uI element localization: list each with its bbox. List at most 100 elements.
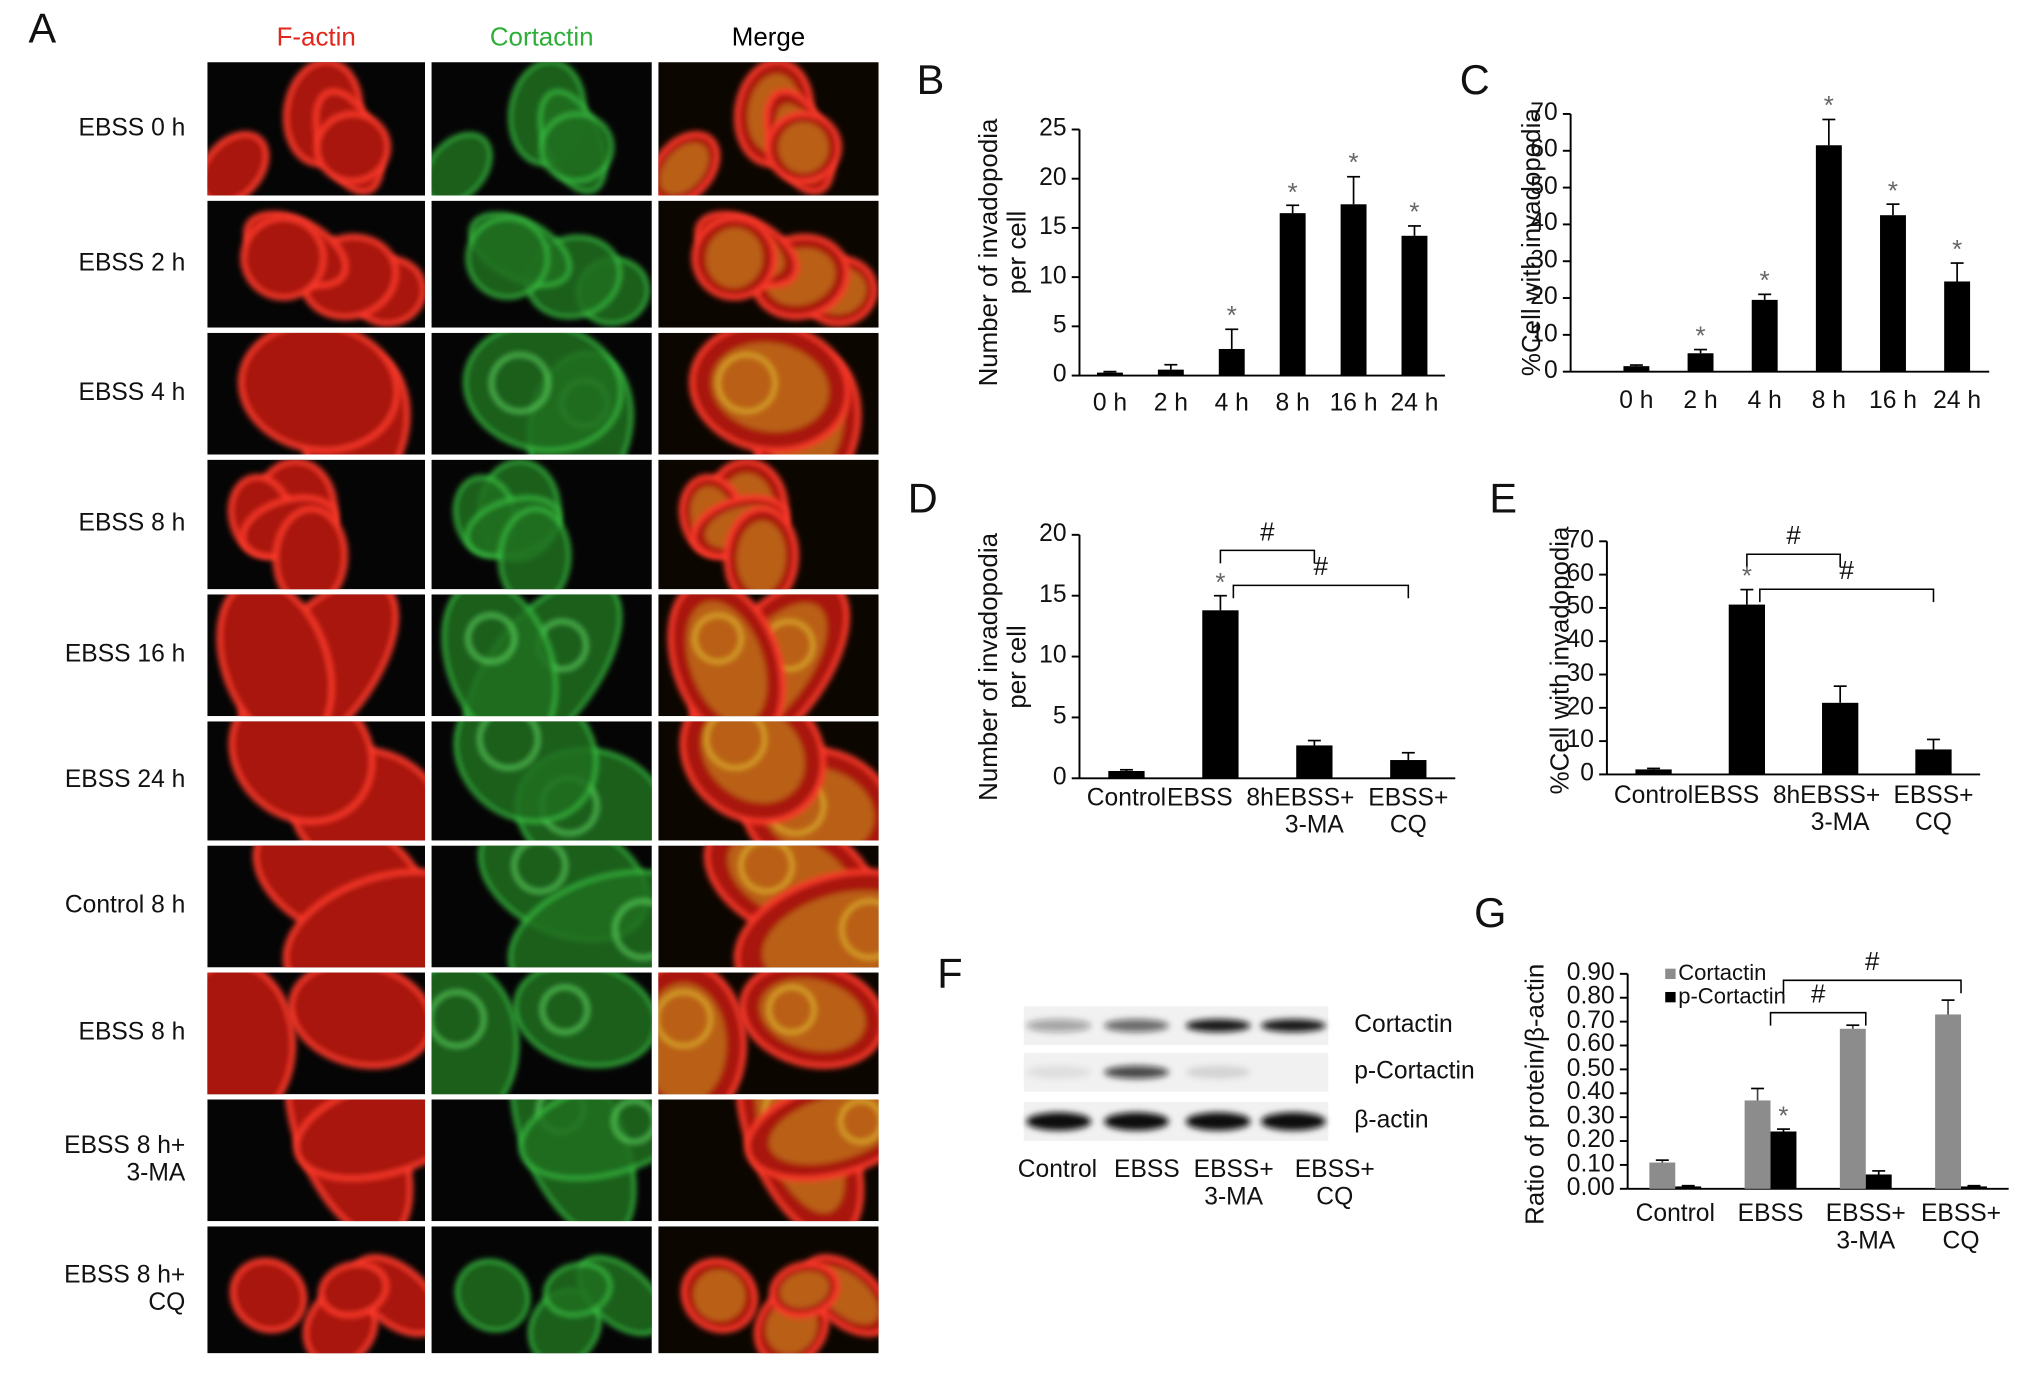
nucleus — [840, 899, 879, 959]
row-label: EBSS 8 h+ 3-MA — [64, 1132, 186, 1187]
cell — [318, 1261, 389, 1319]
micrograph — [658, 721, 879, 841]
y-tick-label: 50 — [1530, 172, 1558, 201]
x-tick-label: Control — [1086, 784, 1167, 812]
bar — [1635, 769, 1672, 775]
bar — [1839, 1028, 1866, 1189]
bar — [1915, 749, 1952, 775]
legend-swatch — [1665, 991, 1676, 1003]
cell — [739, 972, 879, 1069]
micrograph — [207, 200, 426, 328]
lane-label: EBSS+ CQ — [1294, 1156, 1375, 1211]
significance-mark: * — [1226, 302, 1237, 331]
x-tick-label: 0 h — [1092, 389, 1128, 417]
bracket-label: # — [1786, 522, 1801, 551]
cell — [207, 131, 270, 196]
lane-label: EBSS — [1114, 1156, 1180, 1184]
x-tick-label: EBSS+ 3-MA — [1825, 1200, 1906, 1255]
bracket-label: # — [1810, 980, 1826, 1010]
error-bar — [1833, 685, 1847, 703]
blot-band — [1185, 1019, 1251, 1033]
cell — [238, 332, 400, 454]
micrograph — [431, 1226, 652, 1354]
cell — [733, 868, 879, 968]
cell-cortactin — [431, 132, 493, 196]
error-bar — [1681, 1184, 1695, 1187]
bar — [1157, 369, 1184, 376]
micrograph — [207, 1226, 426, 1354]
cell — [207, 972, 296, 1095]
y-tick-label: 20 — [1566, 693, 1594, 721]
y-tick-label: 0.80 — [1566, 983, 1615, 1011]
y-tick-label: 20 — [1039, 520, 1067, 548]
significance-mark: * — [1409, 199, 1420, 228]
cell — [431, 132, 493, 196]
micrograph — [207, 845, 426, 968]
blot-band — [1104, 1112, 1169, 1131]
row-label: EBSS 16 h — [64, 640, 186, 668]
cell-actin — [229, 1257, 308, 1334]
cell-actin — [216, 594, 335, 717]
cell-merge — [762, 890, 879, 968]
cell-actin — [272, 505, 348, 590]
y-tick-label: 30 — [1530, 246, 1558, 274]
error-bar — [1967, 1184, 1981, 1187]
error-bar — [1213, 594, 1227, 611]
y-tick-label: 10 — [1039, 262, 1067, 290]
significance-bracket — [1769, 1011, 1867, 1026]
error-bar — [1401, 751, 1415, 761]
blot-band — [1026, 1112, 1092, 1131]
y-tick-label: 5 — [1052, 311, 1067, 339]
bar — [1108, 770, 1145, 779]
y-tick-label: 20 — [1530, 283, 1558, 311]
micrograph — [207, 62, 426, 196]
micrograph — [431, 972, 652, 1095]
error-bar — [1740, 588, 1754, 605]
cell-merge — [701, 721, 805, 803]
error-bar — [1846, 1024, 1860, 1029]
panel-label: E — [1489, 474, 1518, 522]
error-bar — [1103, 370, 1117, 373]
cell-merge — [659, 142, 709, 195]
y-axis-label: %Cell with invadopodia — [1546, 526, 1575, 795]
y-tick-label: 40 — [1566, 626, 1594, 654]
cell-cortactin — [543, 1262, 612, 1317]
significance-bracket — [1746, 553, 1841, 568]
bar — [1218, 348, 1245, 376]
y-tick-label: 10 — [1039, 641, 1067, 670]
micrograph — [658, 200, 879, 328]
error-bar — [1225, 328, 1239, 349]
cell — [431, 972, 519, 1095]
significance-mark: * — [1759, 267, 1770, 296]
bar — [1744, 1100, 1771, 1189]
cell — [769, 1261, 840, 1319]
significance-mark: * — [1215, 568, 1226, 598]
y-tick-label: 0.00 — [1566, 1174, 1615, 1202]
cell-merge — [779, 1271, 830, 1308]
cell-actin — [228, 721, 375, 825]
y-tick-label: 0.90 — [1566, 959, 1615, 987]
error-bar — [1758, 293, 1772, 300]
cell — [543, 1262, 612, 1317]
nucleus — [431, 990, 486, 1048]
y-tick-label: 0.40 — [1566, 1078, 1615, 1106]
cell — [228, 721, 375, 825]
micrograph — [658, 459, 879, 590]
cell — [680, 1257, 759, 1334]
blot-band — [1260, 1112, 1326, 1131]
significance-bracket — [1759, 588, 1935, 603]
nucleus — [478, 721, 540, 770]
cell — [454, 721, 598, 824]
micrograph — [658, 594, 879, 717]
nucleus — [705, 721, 767, 770]
x-tick-label: 8 h — [1811, 387, 1846, 415]
panel-label: G — [1474, 889, 1507, 936]
cell — [539, 112, 614, 183]
cell-cortactin — [519, 1099, 652, 1181]
bar — [1935, 1014, 1962, 1189]
significance-bracket — [1782, 979, 1962, 994]
x-tick-label: 8 h — [1275, 389, 1310, 417]
x-tick-label: Control — [1635, 1200, 1715, 1228]
x-tick-label: Control — [1613, 782, 1694, 810]
micrograph — [431, 594, 652, 717]
